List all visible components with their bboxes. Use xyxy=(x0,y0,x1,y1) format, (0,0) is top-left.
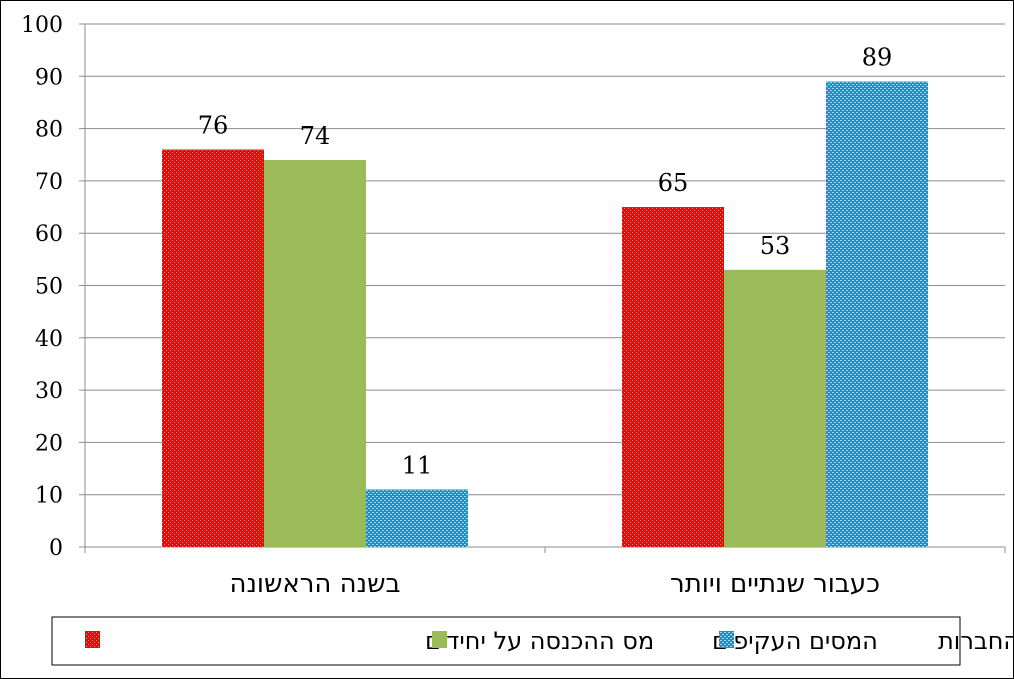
data-label: 65 xyxy=(658,169,689,197)
category-label: כעבור שנתיים ויותר xyxy=(670,569,880,599)
category-label: בשנה הראשונה xyxy=(229,569,400,599)
y-tick-label: 90 xyxy=(35,65,63,90)
data-labels: 65 53 89 76 74 11 xyxy=(198,44,893,480)
bar xyxy=(264,159,366,548)
bar xyxy=(622,207,724,548)
bar xyxy=(162,149,264,547)
legend-swatch xyxy=(432,631,447,648)
y-tick-label: 70 xyxy=(35,170,63,195)
legend: מס ההכנסה על יחידים המסים העקיפים מס החברו… xyxy=(51,616,1014,666)
data-label: 89 xyxy=(862,44,893,72)
y-tick-label: 0 xyxy=(49,536,63,561)
y-tick-label: 10 xyxy=(35,484,63,509)
data-label: 74 xyxy=(300,122,331,150)
bar xyxy=(826,81,928,547)
bar xyxy=(724,269,826,547)
data-label: 11 xyxy=(402,451,433,479)
y-tick-label: 20 xyxy=(35,431,63,456)
data-label: 76 xyxy=(198,112,229,140)
legend-swatch xyxy=(85,631,100,648)
y-tick-label: 80 xyxy=(35,118,63,143)
legend-label: מס החברות xyxy=(938,627,1014,655)
data-label: 53 xyxy=(760,232,791,260)
legend-label: מס ההכנסה על יחידים xyxy=(425,627,654,655)
bar xyxy=(366,489,468,547)
y-tick-label: 30 xyxy=(35,379,63,404)
legend-box xyxy=(51,616,961,666)
bars xyxy=(162,81,928,548)
y-tick-label: 60 xyxy=(35,222,63,247)
axes: 0 10 20 30 40 50 60 70 80 90 100 כעבור שנתיים ויותר… xyxy=(21,13,1006,599)
y-tick-label: 100 xyxy=(21,13,63,38)
y-tick-label: 40 xyxy=(35,327,63,352)
legend-swatch xyxy=(719,631,734,648)
y-tick-label: 50 xyxy=(35,275,63,300)
legend-label: המסים העקיפים xyxy=(712,627,878,655)
